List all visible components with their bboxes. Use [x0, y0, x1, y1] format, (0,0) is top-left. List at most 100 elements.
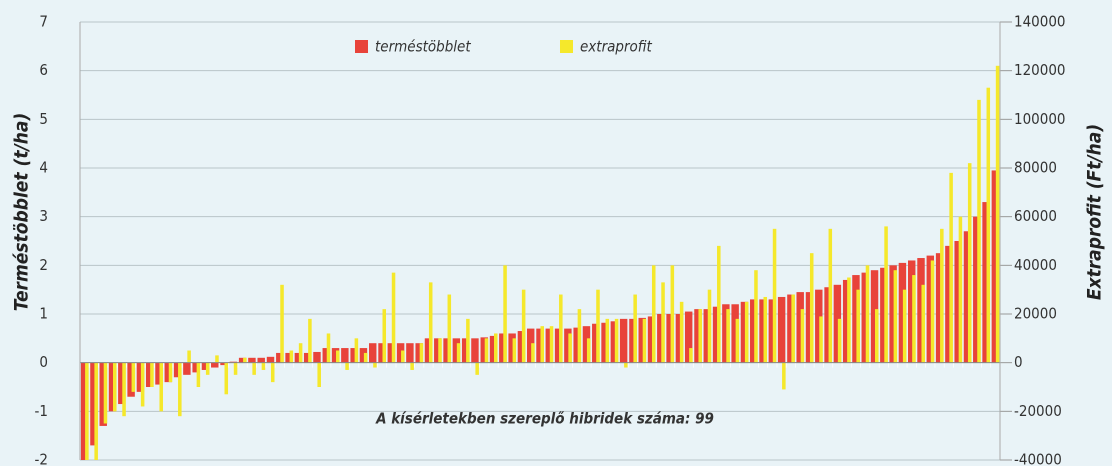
bar [80, 362, 89, 460]
bar [503, 265, 507, 363]
bar [396, 343, 405, 363]
bar [499, 333, 507, 363]
bar [434, 338, 442, 363]
bar [707, 289, 712, 363]
bar [828, 228, 833, 363]
bar [178, 362, 182, 417]
bar [447, 294, 452, 363]
bar [145, 362, 154, 387]
y-tick-label: 3 [39, 207, 48, 225]
bar [573, 327, 581, 363]
y-tick-label: 0 [39, 353, 48, 371]
bar [647, 316, 656, 363]
bar [387, 343, 396, 363]
bar [614, 318, 619, 363]
bar [531, 343, 535, 363]
bar [880, 267, 888, 363]
bar [549, 326, 554, 363]
bar [224, 362, 229, 395]
bar [196, 362, 201, 387]
bar [977, 99, 981, 363]
legend-label: terméstöbblet [375, 38, 471, 56]
bar [173, 362, 182, 378]
bar [601, 322, 609, 363]
bar [428, 282, 433, 363]
bar [991, 170, 1000, 363]
bar [341, 348, 349, 363]
bar [354, 338, 359, 363]
bar [266, 356, 275, 363]
bar [122, 362, 126, 417]
bar [410, 362, 414, 370]
bar [526, 328, 535, 363]
bar [917, 258, 925, 363]
bar [308, 318, 312, 363]
bar [280, 284, 284, 363]
bar [995, 65, 1000, 363]
bar [586, 338, 591, 363]
bar [257, 357, 265, 363]
y2-tick-label: -40000 [1014, 451, 1062, 466]
bar [679, 301, 684, 363]
bar [666, 314, 674, 363]
bar [345, 362, 349, 370]
y2-axis-label: Extraprofit (Ft/ha) [1084, 124, 1106, 300]
bar [183, 362, 191, 375]
bar [517, 331, 526, 363]
bar [150, 362, 154, 387]
bar [694, 309, 702, 363]
y2-tick-label: -20000 [1014, 402, 1062, 420]
bar [521, 289, 526, 363]
bar [443, 338, 451, 363]
bar [772, 228, 777, 363]
bar [373, 362, 377, 368]
y2-tick-label: 100000 [1014, 110, 1066, 128]
bar [536, 328, 544, 363]
bar [201, 362, 210, 370]
bar [726, 309, 730, 363]
bar [484, 338, 489, 363]
bar [638, 317, 646, 363]
bar [303, 352, 312, 363]
bar [629, 318, 637, 363]
bar [391, 272, 396, 363]
y2-tick-label: 80000 [1014, 159, 1057, 177]
bar [675, 314, 684, 363]
y-tick-label: 4 [39, 159, 48, 177]
bar [912, 275, 916, 363]
bar [651, 265, 656, 363]
bar [759, 299, 767, 363]
bar [963, 231, 972, 363]
bar [740, 301, 749, 363]
bar [842, 279, 851, 363]
y-tick-label: 7 [39, 13, 48, 31]
bar [592, 323, 600, 363]
bar [717, 245, 721, 363]
annotation: A kísérletekben szereplő hibridek száma:… [375, 410, 714, 428]
bar [512, 338, 517, 363]
bar [564, 328, 572, 363]
bar [261, 362, 266, 370]
bar [940, 228, 944, 363]
y-tick-label: 1 [39, 305, 48, 323]
bar [926, 255, 935, 363]
bar [568, 333, 572, 363]
bar [99, 362, 107, 426]
bar [698, 309, 702, 363]
bar [791, 294, 795, 363]
bar [285, 352, 293, 363]
y2-tick-label: 60000 [1014, 207, 1057, 225]
bar [136, 362, 145, 392]
bar [787, 294, 795, 363]
bar [378, 343, 386, 363]
bar [118, 362, 126, 405]
bar [898, 262, 907, 363]
bar [401, 350, 405, 363]
bar [744, 301, 749, 363]
bar [824, 287, 832, 363]
bar [954, 241, 962, 363]
legend-swatch [560, 40, 573, 53]
bar [684, 311, 693, 363]
bar [438, 338, 442, 363]
y-tick-label: -2 [35, 451, 48, 466]
